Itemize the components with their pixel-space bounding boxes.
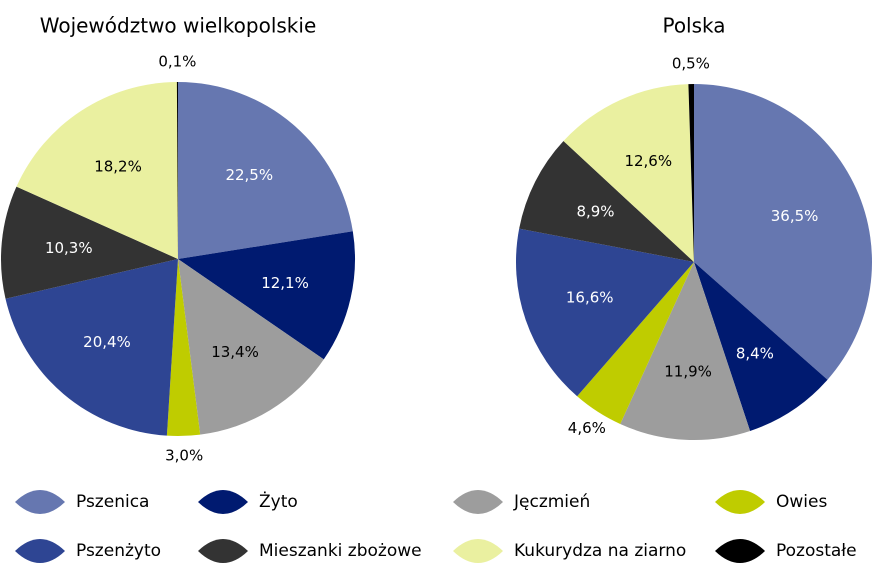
data-label: 20,4% bbox=[83, 333, 131, 351]
data-label: 0,1% bbox=[158, 53, 196, 71]
data-label: 8,9% bbox=[576, 203, 614, 221]
data-label: 13,4% bbox=[211, 343, 259, 361]
data-label: 12,1% bbox=[261, 274, 309, 292]
legend-label: Pszenżyto bbox=[76, 541, 161, 561]
legend-swatch bbox=[15, 539, 65, 563]
pie-slice bbox=[694, 262, 828, 431]
pie-slice bbox=[178, 82, 353, 259]
data-label: 36,5% bbox=[771, 207, 819, 225]
pie-slice bbox=[516, 228, 694, 397]
data-label: 4,6% bbox=[568, 419, 606, 437]
pie-slice bbox=[178, 259, 324, 435]
legend-label: Mieszanki zbożowe bbox=[259, 541, 422, 561]
data-label: 8,4% bbox=[736, 345, 774, 363]
pie-slice bbox=[16, 82, 179, 259]
legend-label: Jęczmień bbox=[513, 492, 590, 512]
legend-swatch bbox=[15, 490, 65, 514]
legend-label: Owies bbox=[776, 492, 827, 512]
legend-swatch bbox=[198, 539, 248, 563]
legend-label: Pozostałe bbox=[776, 541, 857, 561]
data-label: 16,6% bbox=[566, 289, 614, 307]
data-label: 12,6% bbox=[624, 152, 672, 170]
legend-swatch bbox=[715, 490, 765, 514]
pie-slice bbox=[688, 84, 694, 262]
pie-slice bbox=[178, 231, 355, 360]
data-label: 22,5% bbox=[225, 166, 273, 184]
data-label: 11,9% bbox=[664, 363, 712, 381]
data-label: 18,2% bbox=[94, 158, 142, 176]
pie-slice bbox=[166, 259, 201, 436]
pie-slice bbox=[1, 186, 178, 299]
legend-label: Kukurydza na ziarno bbox=[514, 541, 686, 561]
pie-slice bbox=[577, 262, 694, 424]
pie-slice bbox=[694, 84, 872, 380]
data-label: 0,5% bbox=[672, 55, 710, 73]
data-label: 10,3% bbox=[45, 239, 93, 257]
pie-slice bbox=[563, 84, 694, 262]
data-label: 3,0% bbox=[165, 446, 203, 464]
legend-swatch bbox=[453, 539, 503, 563]
legend-swatch bbox=[198, 490, 248, 514]
legend-label: Pszenica bbox=[76, 492, 149, 512]
chart-title: Województwo wielkopolskie bbox=[40, 14, 317, 38]
chart-title: Polska bbox=[662, 14, 725, 38]
legend-swatch bbox=[715, 539, 765, 563]
legend-label: Żyto bbox=[259, 491, 298, 512]
pie-slice bbox=[519, 140, 694, 262]
legend-swatch bbox=[453, 490, 503, 514]
pie-slice bbox=[620, 262, 751, 440]
pie-slice bbox=[176, 82, 178, 259]
pie-slice bbox=[5, 259, 178, 436]
